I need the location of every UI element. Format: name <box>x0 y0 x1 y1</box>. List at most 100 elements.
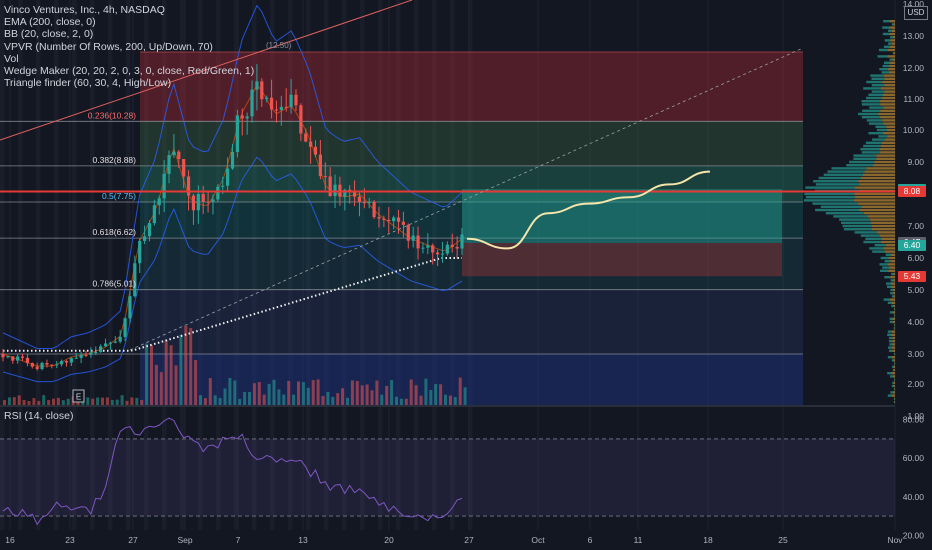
vpvr-down <box>886 244 895 246</box>
vpvr-up <box>812 202 857 204</box>
candle-body <box>431 245 434 252</box>
vpvr-up <box>885 39 891 41</box>
volume-bar <box>371 390 374 405</box>
vpvr-up <box>861 100 879 102</box>
vpvr-down <box>893 58 895 60</box>
vpvr-down <box>882 142 895 144</box>
vpvr-up <box>879 49 888 51</box>
vpvr-down <box>859 183 895 185</box>
vpvr-up <box>878 135 887 137</box>
candle-body <box>60 361 63 364</box>
indicator-vpvr[interactable]: VPVR (Number Of Rows, 200, Up/Down, 70) <box>4 41 254 53</box>
fib-top-label: (12.50) <box>266 41 292 50</box>
vpvr-down <box>890 276 895 278</box>
candle-body <box>333 185 336 196</box>
vpvr-up <box>888 30 892 32</box>
vpvr-up <box>846 164 873 166</box>
vpvr-up <box>889 343 892 345</box>
fib-label: 0.382(8.88) <box>93 155 137 165</box>
vpvr-down <box>874 161 895 163</box>
volume-bar <box>233 381 236 405</box>
vpvr-down <box>893 375 895 377</box>
rsi-legend[interactable]: RSI (14, close) <box>4 410 73 422</box>
vpvr-down <box>863 174 895 176</box>
vpvr-up <box>833 215 867 217</box>
volume-bar <box>106 397 109 405</box>
vpvr-down <box>855 196 895 198</box>
vpvr-down <box>864 212 895 214</box>
vpvr-up <box>886 282 891 284</box>
volume-bar <box>130 397 133 405</box>
volume-bar <box>410 379 413 405</box>
candle-body <box>11 356 14 360</box>
rsi-axis-label: 60.00 <box>903 453 925 463</box>
vpvr-down <box>881 145 895 147</box>
fib-zone <box>140 121 803 166</box>
indicator-bb[interactable]: BB (20, close, 2, 0) <box>4 28 254 40</box>
fib-zone <box>140 290 803 354</box>
vpvr-down <box>894 52 895 54</box>
currency-badge[interactable]: USD <box>904 6 928 20</box>
vpvr-down <box>893 318 895 320</box>
indicator-vol[interactable]: Vol <box>4 53 254 65</box>
volume-bar <box>96 397 99 405</box>
volume-bar <box>228 378 231 405</box>
candle-body <box>1 354 4 357</box>
indicator-ema[interactable]: EMA (200, close, 0) <box>4 16 254 28</box>
candle-body <box>294 95 297 106</box>
vpvr-down <box>891 254 895 256</box>
volume-bar <box>189 328 192 405</box>
vpvr-down <box>883 122 895 124</box>
volume-bar <box>204 398 207 405</box>
volume-bar <box>268 384 271 405</box>
vpvr-down <box>890 298 895 300</box>
time-axis-label: 6 <box>588 535 593 545</box>
volume-bar <box>116 400 119 405</box>
vpvr-down <box>881 87 895 89</box>
volume-bar <box>165 340 168 405</box>
vpvr-down <box>882 97 895 99</box>
time-axis-label: 7 <box>236 535 241 545</box>
vpvr-up <box>889 340 892 342</box>
vpvr-up <box>880 270 888 272</box>
volume-bar <box>273 380 276 405</box>
candle-body <box>255 81 258 89</box>
candle-body <box>441 254 444 255</box>
candle-body <box>387 220 390 221</box>
vpvr-down <box>855 186 895 188</box>
volume-bar <box>126 401 129 405</box>
vpvr-up <box>893 369 894 371</box>
price-tag: 5.43 <box>898 271 926 282</box>
vpvr-up <box>890 375 893 377</box>
vpvr-down <box>876 154 895 156</box>
price-axis-label: 10.00 <box>903 125 925 135</box>
indicator-wedge[interactable]: Wedge Maker (20, 20, 2, 0, 3, 0, close, … <box>4 65 254 77</box>
candle-body <box>16 356 19 360</box>
candle-body <box>109 343 112 344</box>
vpvr-down <box>894 23 895 25</box>
vpvr-up <box>839 218 870 220</box>
vpvr-up <box>866 97 882 99</box>
vpvr-down <box>866 167 895 169</box>
candle-body <box>397 218 400 222</box>
vpvr-up <box>884 276 890 278</box>
time-axis-label: 13 <box>298 535 308 545</box>
indicator-triangle[interactable]: Triangle finder (60, 30, 4, High/Low) <box>4 77 254 89</box>
chart-title[interactable]: Vinco Ventures, Inc., 4h, NASDAQ <box>4 4 254 16</box>
vpvr-up <box>894 324 895 326</box>
vpvr-up <box>804 199 854 201</box>
vpvr-down <box>893 36 895 38</box>
vpvr-down <box>893 292 895 294</box>
vpvr-down <box>893 305 895 307</box>
volume-bar <box>351 380 354 405</box>
volume-bar <box>258 382 261 405</box>
rsi-axis-label: 80.00 <box>903 415 925 425</box>
vpvr-down <box>893 279 895 281</box>
candle-body <box>246 116 249 118</box>
candle-body <box>163 174 166 198</box>
vpvr-up <box>888 330 892 332</box>
candle-body <box>211 199 214 201</box>
volume-bar <box>317 379 320 405</box>
vpvr-up <box>892 23 894 25</box>
candle-body <box>65 361 68 363</box>
